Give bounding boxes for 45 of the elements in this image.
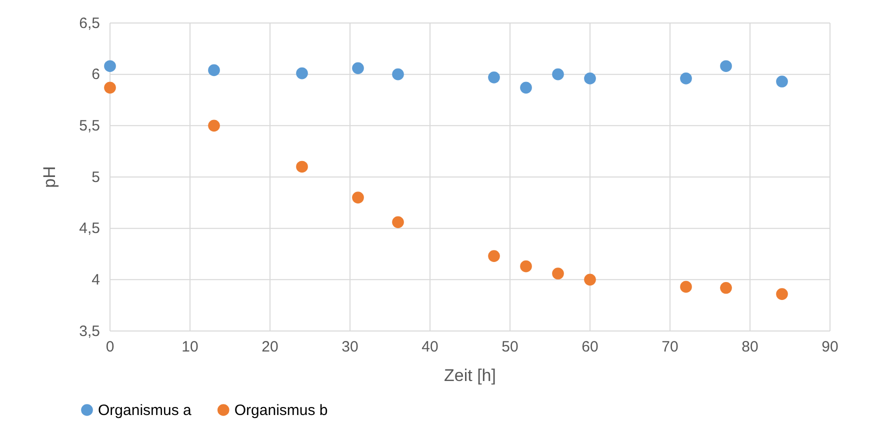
point	[296, 67, 308, 80]
x-tick-label: 0	[106, 338, 114, 356]
x-tick-label: 20	[262, 338, 278, 356]
y-tick-label: 5,5	[79, 117, 100, 134]
x-tick-label: 80	[742, 338, 758, 356]
point	[104, 82, 116, 94]
point	[776, 76, 788, 88]
x-axis-title: Zeit [h]	[444, 366, 496, 385]
x-tick-label: 50	[502, 338, 518, 356]
point	[720, 282, 732, 294]
point	[584, 274, 596, 286]
x-tick-label: 10	[182, 338, 198, 356]
point	[520, 82, 532, 94]
point	[520, 260, 532, 272]
point	[488, 250, 500, 262]
x-tick-label: 60	[582, 338, 598, 356]
point	[104, 60, 116, 72]
point	[488, 72, 500, 84]
y-tick-label: 4,5	[79, 220, 100, 238]
point	[776, 288, 788, 300]
legend-label: Organismus a	[98, 402, 192, 419]
point	[392, 216, 404, 228]
x-tick-label: 70	[662, 338, 678, 356]
x-tick-label: 90	[822, 338, 838, 356]
point	[680, 72, 692, 84]
point	[720, 60, 732, 72]
point	[392, 68, 404, 80]
point	[208, 120, 220, 132]
y-tick-label: 3,5	[79, 322, 100, 340]
y-tick-label: 6,5	[79, 14, 100, 32]
point	[352, 62, 364, 74]
point	[352, 192, 364, 204]
y-tick-label: 5	[92, 168, 100, 186]
y-tick-label: 4	[92, 271, 100, 288]
y-axis-title: pH	[40, 166, 59, 188]
x-tick-label: 40	[422, 338, 438, 356]
point	[208, 64, 220, 76]
point	[680, 280, 692, 293]
point	[552, 268, 564, 280]
point	[296, 160, 308, 173]
legend-label: Organismus b	[234, 402, 328, 419]
point	[584, 72, 596, 84]
point	[552, 68, 564, 80]
x-tick-label: 30	[342, 338, 358, 356]
y-tick-label: 6	[92, 66, 100, 84]
